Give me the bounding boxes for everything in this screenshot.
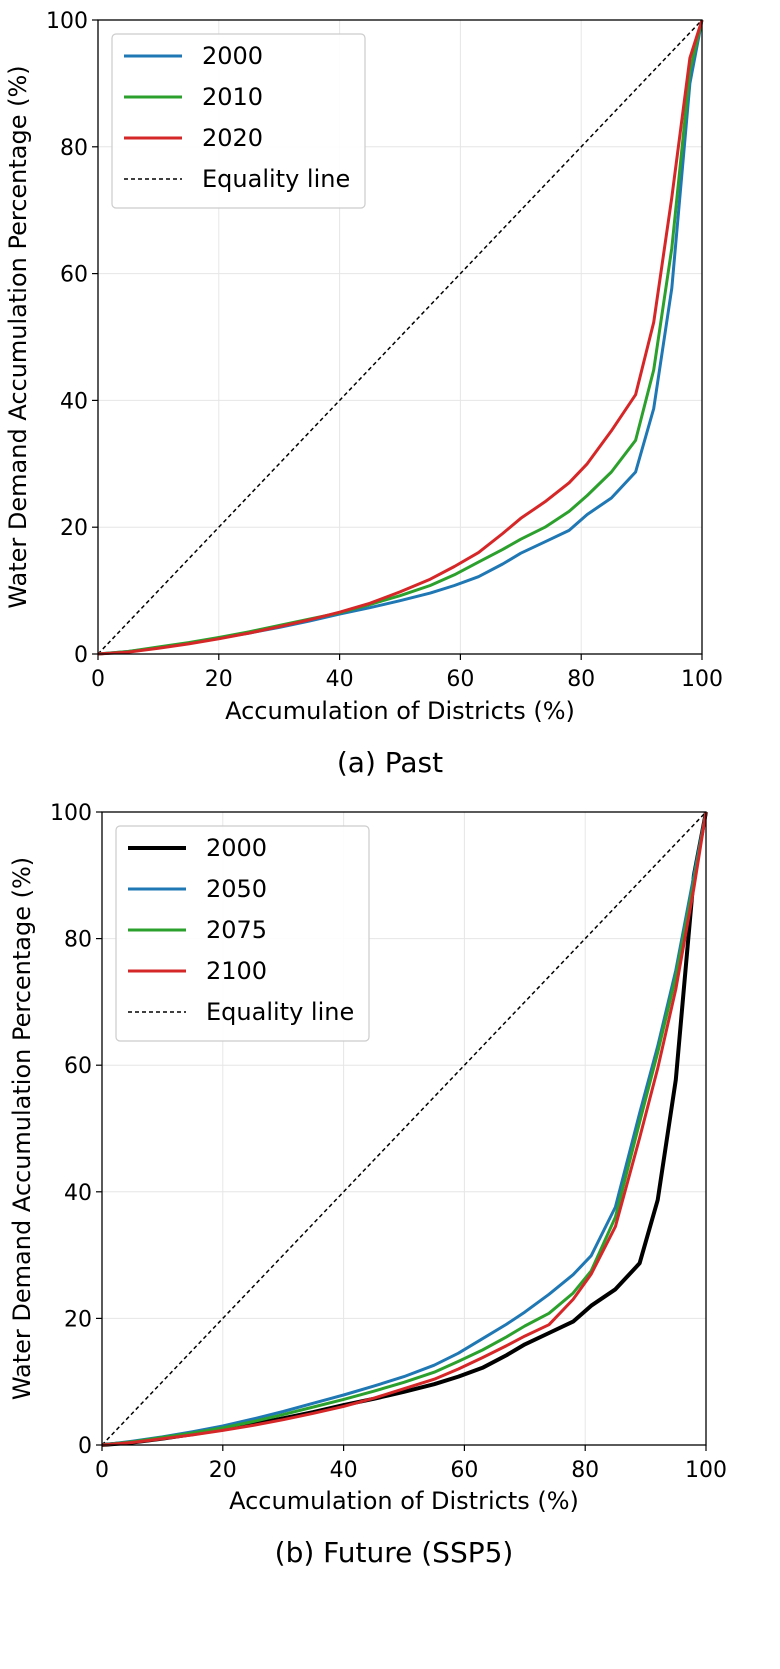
y-tick-label: 60 xyxy=(64,1054,92,1079)
legend-label: 2000 xyxy=(206,834,267,862)
plot-frame xyxy=(101,811,707,1446)
legend-label: 2075 xyxy=(206,916,267,944)
x-tick-label: 100 xyxy=(681,667,723,692)
series-line-2050 xyxy=(101,811,708,1447)
legend: 2000 2010 2020 Equality line xyxy=(111,33,366,209)
x-tick-label: 40 xyxy=(330,1458,358,1483)
legend-label: 2020 xyxy=(202,124,263,152)
legend-label: 2050 xyxy=(206,875,267,903)
panel-caption: (b) Future (SSP5) xyxy=(275,1536,514,1569)
legend: 2000 2050 2075 2100 Equality line xyxy=(115,825,370,1042)
series-line-2075 xyxy=(101,811,708,1447)
y-tick-label: 20 xyxy=(60,516,88,541)
series-line-2100 xyxy=(101,811,708,1447)
y-tick-label: 100 xyxy=(46,9,88,34)
legend-label: 2100 xyxy=(206,957,267,985)
chart-panel-2: 00 20 20 40 40 60 60 80 80 100 100 Accumulation of … xyxy=(8,801,727,1569)
y-tick-label: 20 xyxy=(64,1307,92,1332)
equality-line xyxy=(101,811,707,1446)
x-tick-label: 80 xyxy=(567,667,595,692)
y-tick-label: 60 xyxy=(60,263,88,288)
legend-label: Equality line xyxy=(206,998,354,1026)
y-tick-label: 0 xyxy=(78,1434,92,1459)
legend-label: 2000 xyxy=(202,42,263,70)
legend-box xyxy=(111,33,366,209)
y-tick-label: 40 xyxy=(60,389,88,414)
x-tick-label: 60 xyxy=(446,667,474,692)
x-axis-label: Accumulation of Districts (%) xyxy=(225,697,575,725)
y-tick-label: 80 xyxy=(64,928,92,953)
y-tick-label: 80 xyxy=(60,136,88,161)
x-tick-label: 20 xyxy=(209,1458,237,1483)
x-tick-label: 60 xyxy=(450,1458,478,1483)
y-tick-label: 100 xyxy=(50,801,92,826)
legend-box xyxy=(115,825,370,1042)
plot-frame xyxy=(97,19,703,655)
y-axis-label: Water Demand Accumulation Percentage (%) xyxy=(4,65,32,608)
series-line-2020 xyxy=(97,19,704,656)
x-tick-label: 100 xyxy=(685,1458,727,1483)
x-axis-label: Accumulation of Districts (%) xyxy=(229,1487,579,1515)
x-tick-label: 40 xyxy=(326,667,354,692)
equality-line xyxy=(97,19,703,655)
y-tick-label: 0 xyxy=(74,643,88,668)
y-axis-label: Water Demand Accumulation Percentage (%) xyxy=(8,857,36,1400)
x-tick-label: 0 xyxy=(91,667,105,692)
x-tick-label: 0 xyxy=(95,1458,109,1483)
x-tick-label: 80 xyxy=(571,1458,599,1483)
y-tick-label: 40 xyxy=(64,1181,92,1206)
x-tick-label: 20 xyxy=(205,667,233,692)
panel-caption: (a) Past xyxy=(337,746,443,779)
legend-label: 2010 xyxy=(202,83,263,111)
legend-label: Equality line xyxy=(202,165,350,193)
